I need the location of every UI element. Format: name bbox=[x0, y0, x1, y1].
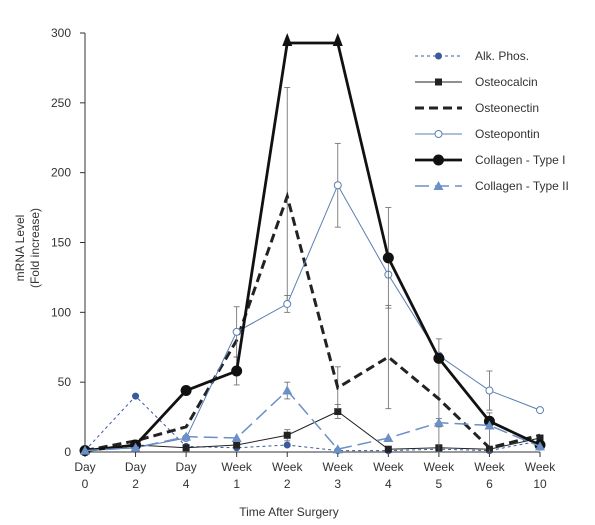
data-point bbox=[283, 431, 291, 439]
series-line bbox=[84, 191, 541, 453]
data-point bbox=[130, 442, 141, 452]
series-line bbox=[84, 184, 541, 452]
data-point bbox=[181, 431, 192, 441]
x-tick-label: 4 bbox=[385, 477, 392, 491]
legend-item: Osteocalcin bbox=[415, 75, 538, 89]
data-point bbox=[435, 52, 442, 60]
overflow-arrow bbox=[282, 33, 293, 46]
data-point bbox=[80, 445, 90, 455]
data-point bbox=[283, 441, 291, 449]
y-tick-label: 100 bbox=[51, 305, 71, 319]
x-axis-title: Time After Surgery bbox=[239, 505, 339, 519]
data-point bbox=[384, 445, 392, 453]
data-point bbox=[433, 352, 445, 364]
data-point bbox=[433, 181, 444, 190]
y-axis-title-line: mRNA Level bbox=[13, 215, 27, 282]
legend-label: Osteocalcin bbox=[475, 75, 538, 89]
y-tick-label: 150 bbox=[51, 236, 71, 250]
series-collagen-type-ii bbox=[80, 381, 545, 455]
x-tick-label: Week bbox=[525, 460, 556, 474]
axes: 050100150200250300Day0Day2Day4Week1Week2… bbox=[13, 26, 556, 491]
legend-item: Osteonectin bbox=[415, 101, 539, 115]
data-point bbox=[535, 441, 545, 451]
data-point bbox=[182, 444, 190, 452]
overflow-arrow bbox=[332, 33, 343, 46]
x-tick-label: Week bbox=[221, 460, 252, 474]
data-point bbox=[233, 441, 241, 449]
data-point bbox=[434, 130, 443, 138]
data-point bbox=[231, 433, 242, 443]
data-point bbox=[334, 407, 342, 415]
y-axis-title: mRNA Level(Fold increase) bbox=[13, 208, 42, 288]
x-tick-label: 3 bbox=[334, 477, 341, 491]
data-point bbox=[283, 299, 292, 308]
data-point bbox=[333, 181, 342, 190]
data-point bbox=[132, 392, 140, 400]
data-point bbox=[433, 417, 444, 427]
data-point bbox=[282, 385, 293, 395]
x-tick-label: 6 bbox=[486, 477, 493, 491]
x-tick-label: 2 bbox=[284, 477, 291, 491]
series-line bbox=[84, 389, 541, 452]
legend-label: Alk. Phos. bbox=[475, 49, 529, 63]
data-point bbox=[485, 386, 494, 395]
x-tick-label: Day bbox=[125, 460, 146, 474]
legend-item: Alk. Phos. bbox=[415, 49, 529, 63]
legend-label: Collagen - Type II bbox=[475, 179, 569, 193]
data-point bbox=[332, 444, 343, 454]
x-tick-label: 4 bbox=[183, 477, 190, 491]
y-axis-title-line: (Fold increase) bbox=[28, 208, 42, 288]
legend-label: Osteopontin bbox=[475, 127, 540, 141]
y-tick-label: 50 bbox=[58, 375, 72, 389]
y-tick-label: 250 bbox=[51, 96, 71, 110]
legend-label: Osteonectin bbox=[475, 101, 539, 115]
data-point bbox=[383, 433, 394, 443]
legend: Alk. Phos. Osteocalcin Osteonectin Osteopon… bbox=[415, 49, 569, 193]
y-tick-label: 300 bbox=[51, 26, 71, 40]
series-line bbox=[84, 410, 541, 452]
series-layer bbox=[79, 33, 546, 457]
data-point bbox=[536, 434, 544, 442]
x-tick-label: 1 bbox=[233, 477, 240, 491]
data-point bbox=[536, 406, 544, 415]
x-tick-label: Week bbox=[272, 460, 303, 474]
x-tick-label: 2 bbox=[132, 477, 139, 491]
series-line bbox=[84, 395, 541, 452]
legend-item: Collagen - Type II bbox=[415, 179, 569, 193]
x-tick-label: Day bbox=[74, 460, 95, 474]
x-tick-label: Week bbox=[323, 460, 354, 474]
x-tick-label: 0 bbox=[82, 477, 89, 491]
x-tick-label: 5 bbox=[436, 477, 443, 491]
x-tick-label: Week bbox=[474, 460, 505, 474]
series-line bbox=[84, 41, 541, 452]
data-point bbox=[180, 385, 192, 397]
x-tick-label: Day bbox=[175, 460, 196, 474]
data-point bbox=[232, 327, 241, 336]
data-point bbox=[433, 154, 444, 166]
x-tick-label: Week bbox=[424, 460, 455, 474]
data-point bbox=[382, 252, 394, 264]
x-tick-label: Week bbox=[373, 460, 404, 474]
y-tick-label: 200 bbox=[51, 166, 71, 180]
data-point bbox=[484, 420, 495, 430]
legend-item: Collagen - Type I bbox=[415, 153, 566, 167]
legend-label: Collagen - Type I bbox=[475, 153, 566, 167]
y-tick-label: 0 bbox=[64, 445, 71, 459]
x-tick-label: 10 bbox=[533, 477, 547, 491]
data-point bbox=[435, 78, 442, 86]
data-point bbox=[231, 365, 243, 377]
legend-item: Osteopontin bbox=[415, 127, 540, 141]
